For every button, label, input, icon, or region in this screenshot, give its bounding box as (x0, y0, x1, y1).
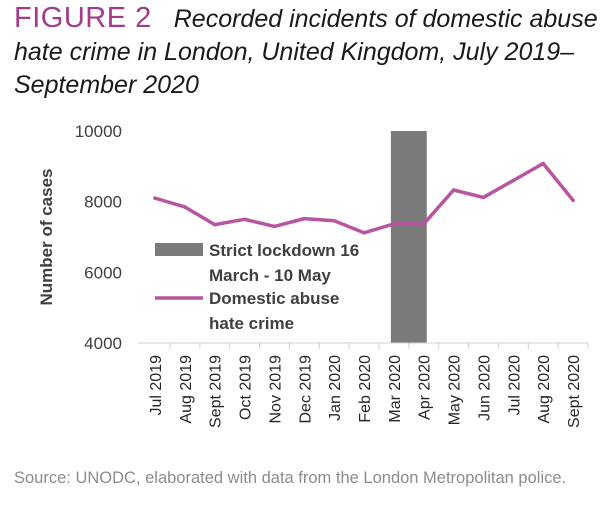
y-axis-title: Number of cases (37, 169, 56, 306)
legend-label: Domestic abuse (209, 289, 339, 308)
lockdown-band (390, 131, 427, 343)
series-layer (153, 161, 575, 235)
legend-label: hate crime (209, 314, 294, 333)
figure-title: FIGURE 2 Recorded incidents of domestic a… (14, 2, 604, 102)
line-chart: 4000 6000 8000 10000 Number of cases Jul 201… (37, 122, 589, 428)
data-point (511, 178, 516, 183)
legend: Strict lockdown 16 March - 10 May Domestic… (155, 241, 359, 333)
x-tick-label: Dec 2019 (297, 355, 314, 424)
data-point (183, 205, 187, 209)
x-tick-label: Oct 2019 (238, 355, 255, 420)
x-tick-label: Sept 2020 (566, 355, 583, 428)
data-point (571, 198, 575, 203)
data-point (272, 224, 277, 229)
data-point (451, 188, 456, 192)
legend-label: March - 10 May (209, 266, 331, 285)
x-tick-label: Jul 2019 (148, 355, 165, 416)
x-tick-label: Mar 2020 (387, 355, 404, 423)
series-line (153, 161, 575, 235)
y-tick-label: 4000 (84, 334, 122, 353)
title-line-3: September 2020 (14, 71, 199, 99)
y-tick-label: 10000 (75, 122, 122, 141)
data-point (212, 222, 217, 227)
x-tick-label: Jun 2020 (476, 355, 493, 421)
y-axis: 4000 6000 8000 10000 Number of cases (37, 122, 122, 353)
data-point (392, 222, 396, 226)
x-tick-label: Sept 2019 (208, 355, 225, 428)
data-point (153, 196, 157, 200)
x-tick-label: Jan 2020 (327, 355, 344, 421)
data-point (242, 217, 247, 222)
x-axis: Jul 2019 Aug 2019 Sept 2019 Oct 2019 Nov 201… (138, 342, 589, 428)
data-point (302, 216, 307, 221)
y-tick-label: 8000 (84, 193, 122, 212)
x-tick-label: Nov 2019 (267, 355, 284, 424)
x-tick-label: Aug 2020 (536, 355, 553, 424)
legend-swatch-lockdown (155, 243, 203, 256)
x-tick-label: May 2020 (447, 355, 464, 425)
title-line-2: hate crime in London, United Kingdom, Ju… (14, 38, 575, 66)
data-point (541, 161, 545, 166)
legend-label: Strict lockdown 16 (209, 241, 359, 260)
data-point (481, 195, 486, 200)
lockdown-band-layer (390, 131, 427, 343)
data-point (332, 218, 336, 223)
figure-label: FIGURE 2 (14, 2, 152, 34)
x-tick-label: Apr 2020 (417, 355, 434, 420)
x-tick-label: Jul 2020 (506, 355, 523, 416)
source-note: Source: UNODC, elaborated with data from… (14, 469, 567, 487)
y-tick-label: 6000 (84, 263, 122, 282)
data-point (362, 230, 366, 235)
data-point (421, 222, 426, 226)
title-line-1: Recorded incidents of domestic abuse (173, 5, 598, 33)
x-tick-label: Aug 2019 (178, 355, 195, 424)
x-tick-label: Feb 2020 (357, 355, 374, 423)
